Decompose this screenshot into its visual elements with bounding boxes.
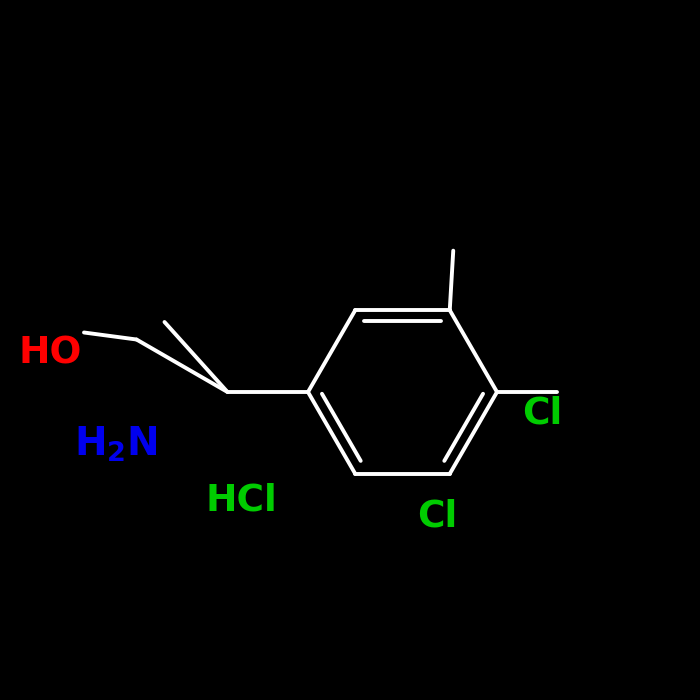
Text: HCl: HCl — [206, 482, 277, 519]
Text: HO: HO — [19, 335, 82, 372]
Text: Cl: Cl — [417, 498, 458, 535]
Text: $\mathregular{H_2N}$: $\mathregular{H_2N}$ — [74, 425, 158, 464]
Text: Cl: Cl — [522, 395, 563, 431]
